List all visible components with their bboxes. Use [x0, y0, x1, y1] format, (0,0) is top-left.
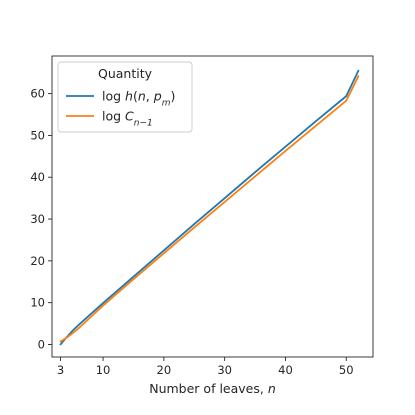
series-line-1	[59, 69, 360, 346]
legend-label-1: log h(n, pm)	[102, 89, 175, 109]
x-tick-label: 30	[217, 363, 232, 377]
x-tick-label: 20	[157, 363, 172, 377]
x-tick-label: 10	[96, 363, 111, 377]
legend-title: Quantity	[98, 66, 153, 81]
legend-box	[57, 61, 193, 133]
x-axis-label: Number of leaves, n	[149, 381, 276, 396]
y-axis: 0 10 20 30 40 50 60	[30, 87, 52, 351]
y-tick-label: 0	[38, 337, 45, 351]
series-line-2	[59, 75, 360, 343]
series-layer	[59, 69, 360, 346]
y-tick-label: 40	[30, 170, 45, 184]
x-tick-label: 40	[278, 363, 293, 377]
y-tick-label: 30	[30, 212, 45, 226]
y-tick-label: 50	[30, 128, 45, 142]
x-tick-label: 50	[339, 363, 354, 377]
y-tick-label: 10	[30, 296, 45, 310]
x-axis: 3 10 20 30 40 50	[57, 357, 354, 377]
y-tick-label: 60	[30, 87, 45, 101]
legend: Quantity log h(n, pm)log Cn−1	[57, 61, 193, 133]
legend-label-2: log Cn−1	[102, 109, 153, 129]
x-tick-label: 3	[57, 363, 64, 377]
y-tick-label: 20	[30, 254, 45, 268]
